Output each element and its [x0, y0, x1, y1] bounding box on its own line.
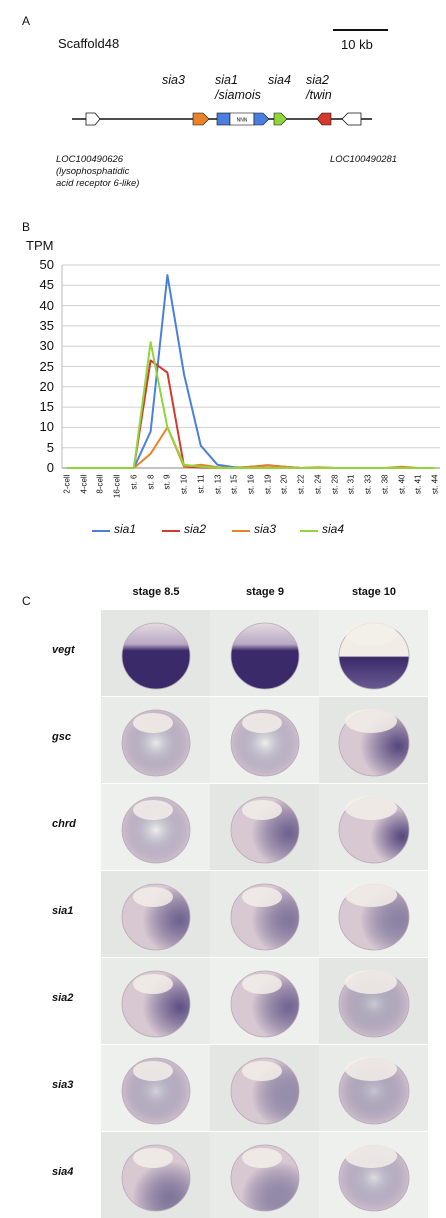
- left-locus-label: LOC100490626 (lysophosphatidic acid rece…: [56, 154, 140, 189]
- scale-bar: [333, 29, 388, 31]
- legend-label-sia3: sia3: [254, 522, 277, 536]
- embryo-image: [210, 610, 319, 696]
- embryo-image: [210, 1132, 319, 1218]
- scaffold-label: Scaffold48: [58, 36, 120, 51]
- embryo-image: [319, 1132, 428, 1218]
- legend-label-sia1: sia1: [114, 522, 137, 536]
- x-tick-label: st. 38: [380, 474, 390, 495]
- gene-row-label: sia3: [52, 1079, 74, 1091]
- embryo-image: [101, 958, 210, 1044]
- x-tick-label: st. 22: [296, 474, 306, 495]
- x-tick-label: st. 33: [363, 474, 373, 495]
- embryo-image: [210, 784, 319, 870]
- x-tick-label: st. 13: [213, 474, 223, 495]
- gene-label-sia2: sia2/twin: [306, 73, 332, 102]
- locus-left-arrow: [85, 112, 101, 126]
- x-tick-label: st. 20: [279, 474, 289, 495]
- embryo-image: [319, 610, 428, 696]
- embryo-image: [101, 1132, 210, 1218]
- embryo-image: [319, 1045, 428, 1131]
- legend-label-sia2: sia2: [184, 522, 207, 536]
- x-tick-label: 2-cell: [62, 474, 72, 494]
- embryo-image: [319, 784, 428, 870]
- x-tick-label: st. 8: [146, 474, 156, 490]
- stage-header: stage 10: [351, 586, 397, 598]
- y-tick-label: 20: [39, 378, 54, 394]
- y-tick-label: 0: [46, 460, 54, 475]
- series-line-sia4: [67, 341, 435, 469]
- y-tick-label: 40: [39, 297, 54, 313]
- series-line-sia2: [67, 359, 435, 469]
- scale-bar-label: 10 kb: [341, 37, 373, 52]
- embryo-image: [101, 871, 210, 957]
- x-tick-label: st. 31: [346, 474, 356, 495]
- x-tick-label: st. 10: [179, 474, 189, 495]
- embryo-image: [210, 697, 319, 783]
- x-tick-label: st. 28: [330, 474, 340, 495]
- y-tick-label: 25: [39, 358, 54, 374]
- legend-swatch-sia3: [232, 530, 250, 532]
- y-axis-unit: TPM: [26, 238, 54, 253]
- gene-row-label: chrd: [52, 818, 76, 830]
- gene-label-sia1: sia1/siamois: [215, 73, 261, 102]
- x-tick-label: st. 9: [162, 474, 172, 490]
- embryo-image: [319, 697, 428, 783]
- embryo-image: [319, 958, 428, 1044]
- x-tick-label: 16-cell: [112, 474, 122, 499]
- panel-letter-c: C: [22, 594, 31, 608]
- sequence-gap-label: NNN: [237, 118, 248, 124]
- x-tick-label: st. 6: [129, 474, 139, 490]
- x-tick-label: st. 41: [413, 474, 423, 495]
- stage-header: stage 8.5: [132, 586, 180, 598]
- gene-label-sia4: sia4: [268, 73, 291, 87]
- x-tick-label: st. 40: [397, 474, 407, 495]
- y-tick-label: 50: [39, 257, 54, 272]
- y-tick-label: 10: [39, 419, 54, 435]
- gene-row-label: sia4: [52, 1166, 74, 1178]
- panel-letter-a: A: [22, 14, 31, 28]
- embryo-image: [210, 871, 319, 957]
- sia2-arrow: [316, 112, 332, 126]
- y-tick-label: 45: [39, 277, 54, 293]
- line-chart: [61, 264, 440, 469]
- y-tick-label: 15: [39, 399, 54, 415]
- sia1-exon-2: [253, 112, 270, 126]
- x-tick-label: st. 19: [263, 474, 273, 495]
- stage-header: stage 9: [246, 586, 284, 598]
- x-tick-label: st. 11: [196, 474, 206, 494]
- gene-row-label: gsc: [52, 731, 71, 743]
- y-tick-label: 30: [39, 338, 54, 354]
- legend-swatch-sia1: [92, 530, 110, 532]
- x-tick-label: st. 24: [313, 474, 323, 495]
- legend-label-sia4: sia4: [322, 522, 345, 536]
- embryo-image: [319, 871, 428, 957]
- sia4-arrow: [273, 112, 288, 126]
- y-tick-label: 5: [46, 439, 54, 455]
- y-tick-label: 35: [39, 317, 54, 333]
- embryo-image: [101, 697, 210, 783]
- x-tick-label: 8-cell: [95, 474, 105, 494]
- panel-letter-b: B: [22, 220, 31, 234]
- embryo-image: [210, 1045, 319, 1131]
- scaffold-map: NNN: [72, 112, 372, 126]
- x-tick-label: st. 15: [229, 474, 239, 495]
- series-line-sia1: [67, 274, 435, 469]
- gene-row-label: vegt: [52, 644, 75, 656]
- embryo-image: [101, 1045, 210, 1131]
- embryo-image: [101, 610, 210, 696]
- legend-swatch-sia4: [300, 530, 318, 532]
- right-locus-label: LOC100490281: [330, 154, 398, 165]
- gene-label-sia3: sia3: [162, 73, 185, 87]
- embryo-image: [210, 958, 319, 1044]
- x-tick-label: st. 44: [430, 474, 440, 495]
- sia3-arrow: [192, 112, 210, 126]
- gene-row-label: sia1: [52, 905, 74, 917]
- locus-right-arrow: [341, 112, 362, 126]
- embryo-image: [101, 784, 210, 870]
- x-tick-label: st. 16: [246, 474, 256, 495]
- x-tick-label: 4-cell: [79, 474, 89, 494]
- legend-swatch-sia2: [162, 530, 180, 532]
- gene-row-label: sia2: [52, 992, 74, 1004]
